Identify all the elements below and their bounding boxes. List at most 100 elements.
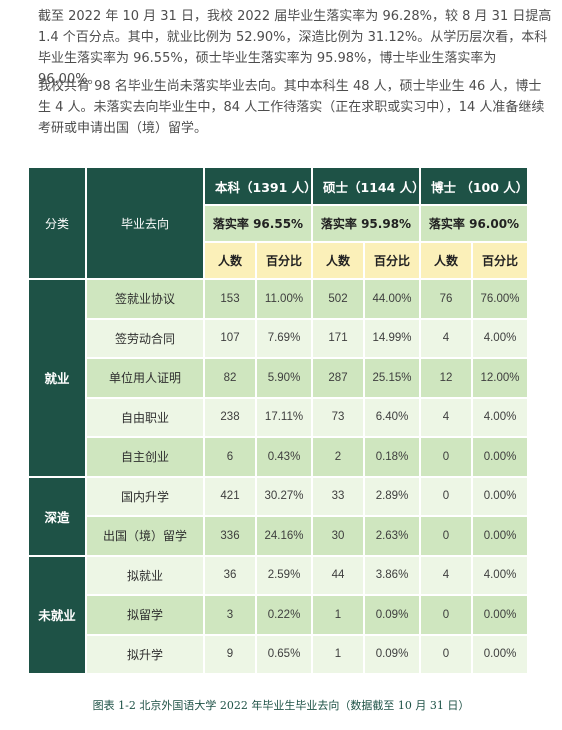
percent-cell: 6.40% [363, 396, 421, 438]
table-row: 拟升学 9 0.65% 1 0.09% 0 0.00% [28, 633, 530, 675]
table-row: 自主创业 6 0.43% 2 0.18% 0 0.00% [28, 436, 530, 478]
table-row: 单位用人证明 82 5.90% 287 25.15% 12 12.00% [28, 357, 530, 399]
percent-cell: 0.00% [470, 633, 530, 675]
percent-cell: 2.59% [255, 554, 313, 596]
table-header-row-levels: 分类 毕业去向 本科（1391 人） 硕士（1144 人） 博士 （100 人） [27, 166, 530, 280]
header-rate-master: 落实率 95.98% [311, 204, 421, 243]
header-count-undergrad: 人数 [203, 241, 257, 280]
header-pct-undergrad: 百分比 [255, 241, 313, 280]
count-cell: 82 [203, 357, 257, 399]
count-cell: 2 [311, 436, 365, 478]
table-row: 出国（境）留学 336 24.16% 30 2.63% 0 0.00% [28, 515, 530, 557]
destination-table: 分类 毕业去向 本科（1391 人） 硕士（1144 人） 博士 （100 人）… [27, 166, 530, 675]
percent-cell: 14.99% [363, 317, 421, 359]
count-cell: 36 [203, 554, 257, 596]
destination-cell: 自主创业 [85, 436, 205, 478]
destination-cell: 国内升学 [85, 475, 205, 517]
destination-cell: 拟留学 [85, 594, 205, 636]
percent-cell: 0.22% [255, 594, 313, 636]
count-cell: 9 [203, 633, 257, 675]
percent-cell: 0.00% [470, 515, 530, 557]
percent-cell: 0.18% [363, 436, 421, 478]
header-destination: 毕业去向 [85, 166, 205, 280]
count-cell: 4 [419, 317, 473, 359]
percent-cell: 5.90% [255, 357, 313, 399]
count-cell: 76 [419, 278, 473, 320]
percent-cell: 0.00% [470, 475, 530, 517]
count-cell: 4 [419, 554, 473, 596]
percent-cell: 24.16% [255, 515, 313, 557]
count-cell: 421 [203, 475, 257, 517]
count-cell: 12 [419, 357, 473, 399]
count-cell: 3 [203, 594, 257, 636]
count-cell: 336 [203, 515, 257, 557]
table-header-row-rates: 落实率 96.55% 落实率 95.98% 落实率 96.00% [28, 204, 530, 243]
header-category: 分类 [27, 166, 87, 280]
percent-cell: 44.00% [363, 278, 421, 320]
count-cell: 33 [311, 475, 365, 517]
percent-cell: 4.00% [470, 554, 530, 596]
destination-cell: 拟就业 [85, 554, 205, 596]
category-cell: 未就业 [27, 554, 87, 675]
count-cell: 238 [203, 396, 257, 438]
percent-cell: 30.27% [255, 475, 313, 517]
percent-cell: 4.00% [470, 396, 530, 438]
header-level-doctor: 博士 （100 人） [418, 166, 530, 206]
percent-cell: 7.69% [255, 317, 313, 359]
count-cell: 0 [419, 475, 473, 517]
percent-cell: 0.09% [363, 594, 421, 636]
destination-cell: 拟升学 [85, 633, 205, 675]
header-rate-doctor: 落实率 96.00% [418, 204, 530, 243]
table-row: 深造 国内升学 421 30.27% 33 2.89% 0 0.00% [27, 475, 530, 557]
header-pct-doctor: 百分比 [470, 241, 530, 280]
header-count-master: 人数 [311, 241, 365, 280]
percent-cell: 12.00% [470, 357, 530, 399]
table-header-row-columns: 人数 百分比 人数 百分比 人数 百分比 [28, 241, 530, 280]
destination-cell: 出国（境）留学 [85, 515, 205, 557]
destination-cell: 自由职业 [85, 396, 205, 438]
percent-cell: 0.43% [255, 436, 313, 478]
header-level-master: 硕士（1144 人） [311, 166, 425, 206]
count-cell: 6 [203, 436, 257, 478]
table-row: 拟留学 3 0.22% 1 0.09% 0 0.00% [28, 594, 530, 636]
count-cell: 0 [419, 515, 473, 557]
count-cell: 153 [203, 278, 257, 320]
destination-table-container: 分类 毕业去向 本科（1391 人） 硕士（1144 人） 博士 （100 人）… [27, 166, 530, 675]
header-count-doctor: 人数 [419, 241, 473, 280]
destination-cell: 签劳动合同 [85, 317, 205, 359]
percent-cell: 25.15% [363, 357, 421, 399]
count-cell: 0 [419, 633, 473, 675]
category-cell: 深造 [27, 475, 87, 557]
table-row: 签劳动合同 107 7.69% 171 14.99% 4 4.00% [28, 317, 530, 359]
count-cell: 171 [311, 317, 365, 359]
percent-cell: 4.00% [470, 317, 530, 359]
count-cell: 30 [311, 515, 365, 557]
percent-cell: 0.65% [255, 633, 313, 675]
table-row: 未就业 拟就业 36 2.59% 44 3.86% 4 4.00% [27, 554, 530, 675]
count-cell: 44 [311, 554, 365, 596]
percent-cell: 17.11% [255, 396, 313, 438]
count-cell: 1 [311, 594, 365, 636]
count-cell: 502 [311, 278, 365, 320]
percent-cell: 11.00% [255, 278, 313, 320]
table-caption: 图表 1-2 北京外国语大学 2022 年毕业生毕业去向（数据截至 10 月 3… [92, 699, 470, 712]
intro-paragraph-2: 我校共有 98 名毕业生尚未落实毕业去向。其中本科生 48 人，硕士毕业生 46… [38, 79, 545, 136]
percent-cell: 0.00% [470, 594, 530, 636]
count-cell: 107 [203, 317, 257, 359]
percent-cell: 3.86% [363, 554, 421, 596]
count-cell: 0 [419, 436, 473, 478]
header-rate-undergrad: 落实率 96.55% [203, 204, 313, 243]
intro-paragraph-1: 截至 2022 年 10 月 31 日，我校 2022 届毕业生落实率为 96.… [38, 9, 552, 87]
count-cell: 73 [311, 396, 365, 438]
count-cell: 4 [419, 396, 473, 438]
percent-cell: 2.89% [363, 475, 421, 517]
count-cell: 0 [419, 594, 473, 636]
table-row: 自由职业 238 17.11% 73 6.40% 4 4.00% [28, 396, 530, 438]
percent-cell: 0.09% [363, 633, 421, 675]
percent-cell: 76.00% [470, 278, 530, 320]
category-cell: 就业 [27, 278, 87, 478]
percent-cell: 2.63% [363, 515, 421, 557]
table-row: 就业 签就业协议 153 11.00% 502 44.00% 76 76.00% [27, 278, 530, 478]
header-pct-master: 百分比 [363, 241, 421, 280]
percent-cell: 0.00% [470, 436, 530, 478]
